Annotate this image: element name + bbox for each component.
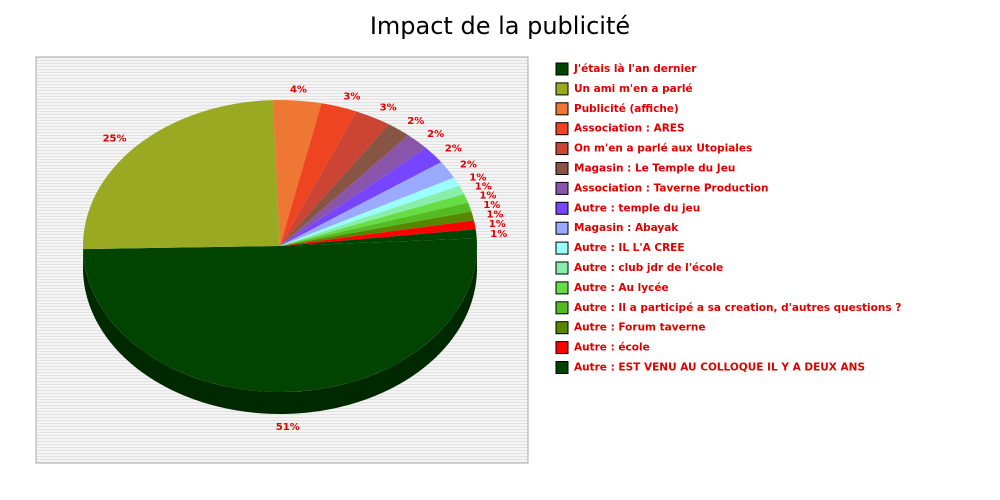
- slice: [280, 147, 442, 246]
- slice: [280, 194, 469, 246]
- legend-label: Autre : Au lycée: [574, 282, 669, 294]
- legend-label: Autre : Forum taverne: [574, 322, 706, 334]
- slice: [272, 100, 322, 246]
- legend-swatch: [555, 341, 569, 355]
- slice: [280, 135, 426, 246]
- data-label: 1%: [483, 200, 500, 211]
- data-label: 2%: [445, 143, 462, 154]
- legend-swatch: [555, 241, 569, 255]
- legend-swatch: [555, 281, 569, 295]
- legend-swatch: [555, 162, 569, 175]
- slice: [280, 162, 455, 246]
- slice: [82, 100, 280, 250]
- slice: [280, 111, 389, 246]
- data-label: 1%: [469, 172, 486, 183]
- data-label: 1%: [486, 209, 503, 220]
- data-label: 4%: [290, 85, 307, 96]
- slice: [280, 211, 474, 246]
- data-label: 3%: [380, 103, 397, 114]
- legend-label: Magasin : Le Temple du Jeu: [574, 163, 735, 175]
- data-label: 3%: [343, 91, 360, 102]
- data-label: 2%: [427, 129, 444, 140]
- legend-label: Autre : école: [574, 342, 650, 354]
- legend-swatch: [555, 221, 569, 235]
- legend-label: Association : Taverne Production: [574, 182, 768, 194]
- legend-swatch: [555, 62, 569, 76]
- slice: [280, 124, 409, 246]
- data-label: 1%: [475, 181, 492, 192]
- data-label: 1%: [489, 219, 506, 230]
- legend-swatch: [555, 321, 569, 335]
- legend-swatch: [555, 201, 569, 215]
- legend-label: Autre : IL L'A CREE: [574, 242, 685, 254]
- legend-label: Association : ARES: [574, 123, 685, 135]
- slice: [83, 238, 477, 392]
- slice: [280, 220, 476, 246]
- legend-label: Magasin : Abayak: [574, 222, 679, 234]
- data-label: 25%: [103, 134, 127, 145]
- legend-label: On m'en a parlé aux Utopiales: [574, 143, 752, 155]
- data-label: 51%: [276, 422, 300, 433]
- legend-swatch: [555, 102, 569, 116]
- legend-label: Autre : EST VENU AU COLLOQUE IL Y A DEUX…: [574, 362, 865, 374]
- legend-swatch: [555, 261, 569, 275]
- legend-swatch: [555, 82, 569, 96]
- legend-label: Autre : temple du jeu: [574, 202, 700, 214]
- legend-swatch: [555, 361, 569, 374]
- legend-swatch: [555, 142, 569, 156]
- slice: [280, 103, 357, 246]
- data-label: 2%: [407, 116, 424, 127]
- legend-swatch: [555, 122, 569, 136]
- legend-label: Autre : Il a participé a sa creation, d'…: [574, 302, 901, 314]
- slice: [280, 202, 472, 246]
- legend-label: Autre : club jdr de l'école: [574, 262, 723, 274]
- chart-title: Impact de la publicité: [370, 12, 630, 40]
- legend-label: Publicité (affiche): [574, 103, 679, 115]
- slice: [280, 185, 465, 246]
- slice: [280, 229, 477, 246]
- data-label: 1%: [490, 229, 507, 240]
- legend-label: Un ami m'en a parlé: [574, 83, 693, 95]
- legend-swatch: [555, 181, 569, 195]
- data-label: 2%: [460, 159, 477, 170]
- legend-label: J'étais là l'an dernier: [573, 63, 697, 75]
- data-label: 1%: [479, 190, 496, 201]
- legend-swatch: [555, 301, 569, 315]
- slice: [280, 177, 460, 246]
